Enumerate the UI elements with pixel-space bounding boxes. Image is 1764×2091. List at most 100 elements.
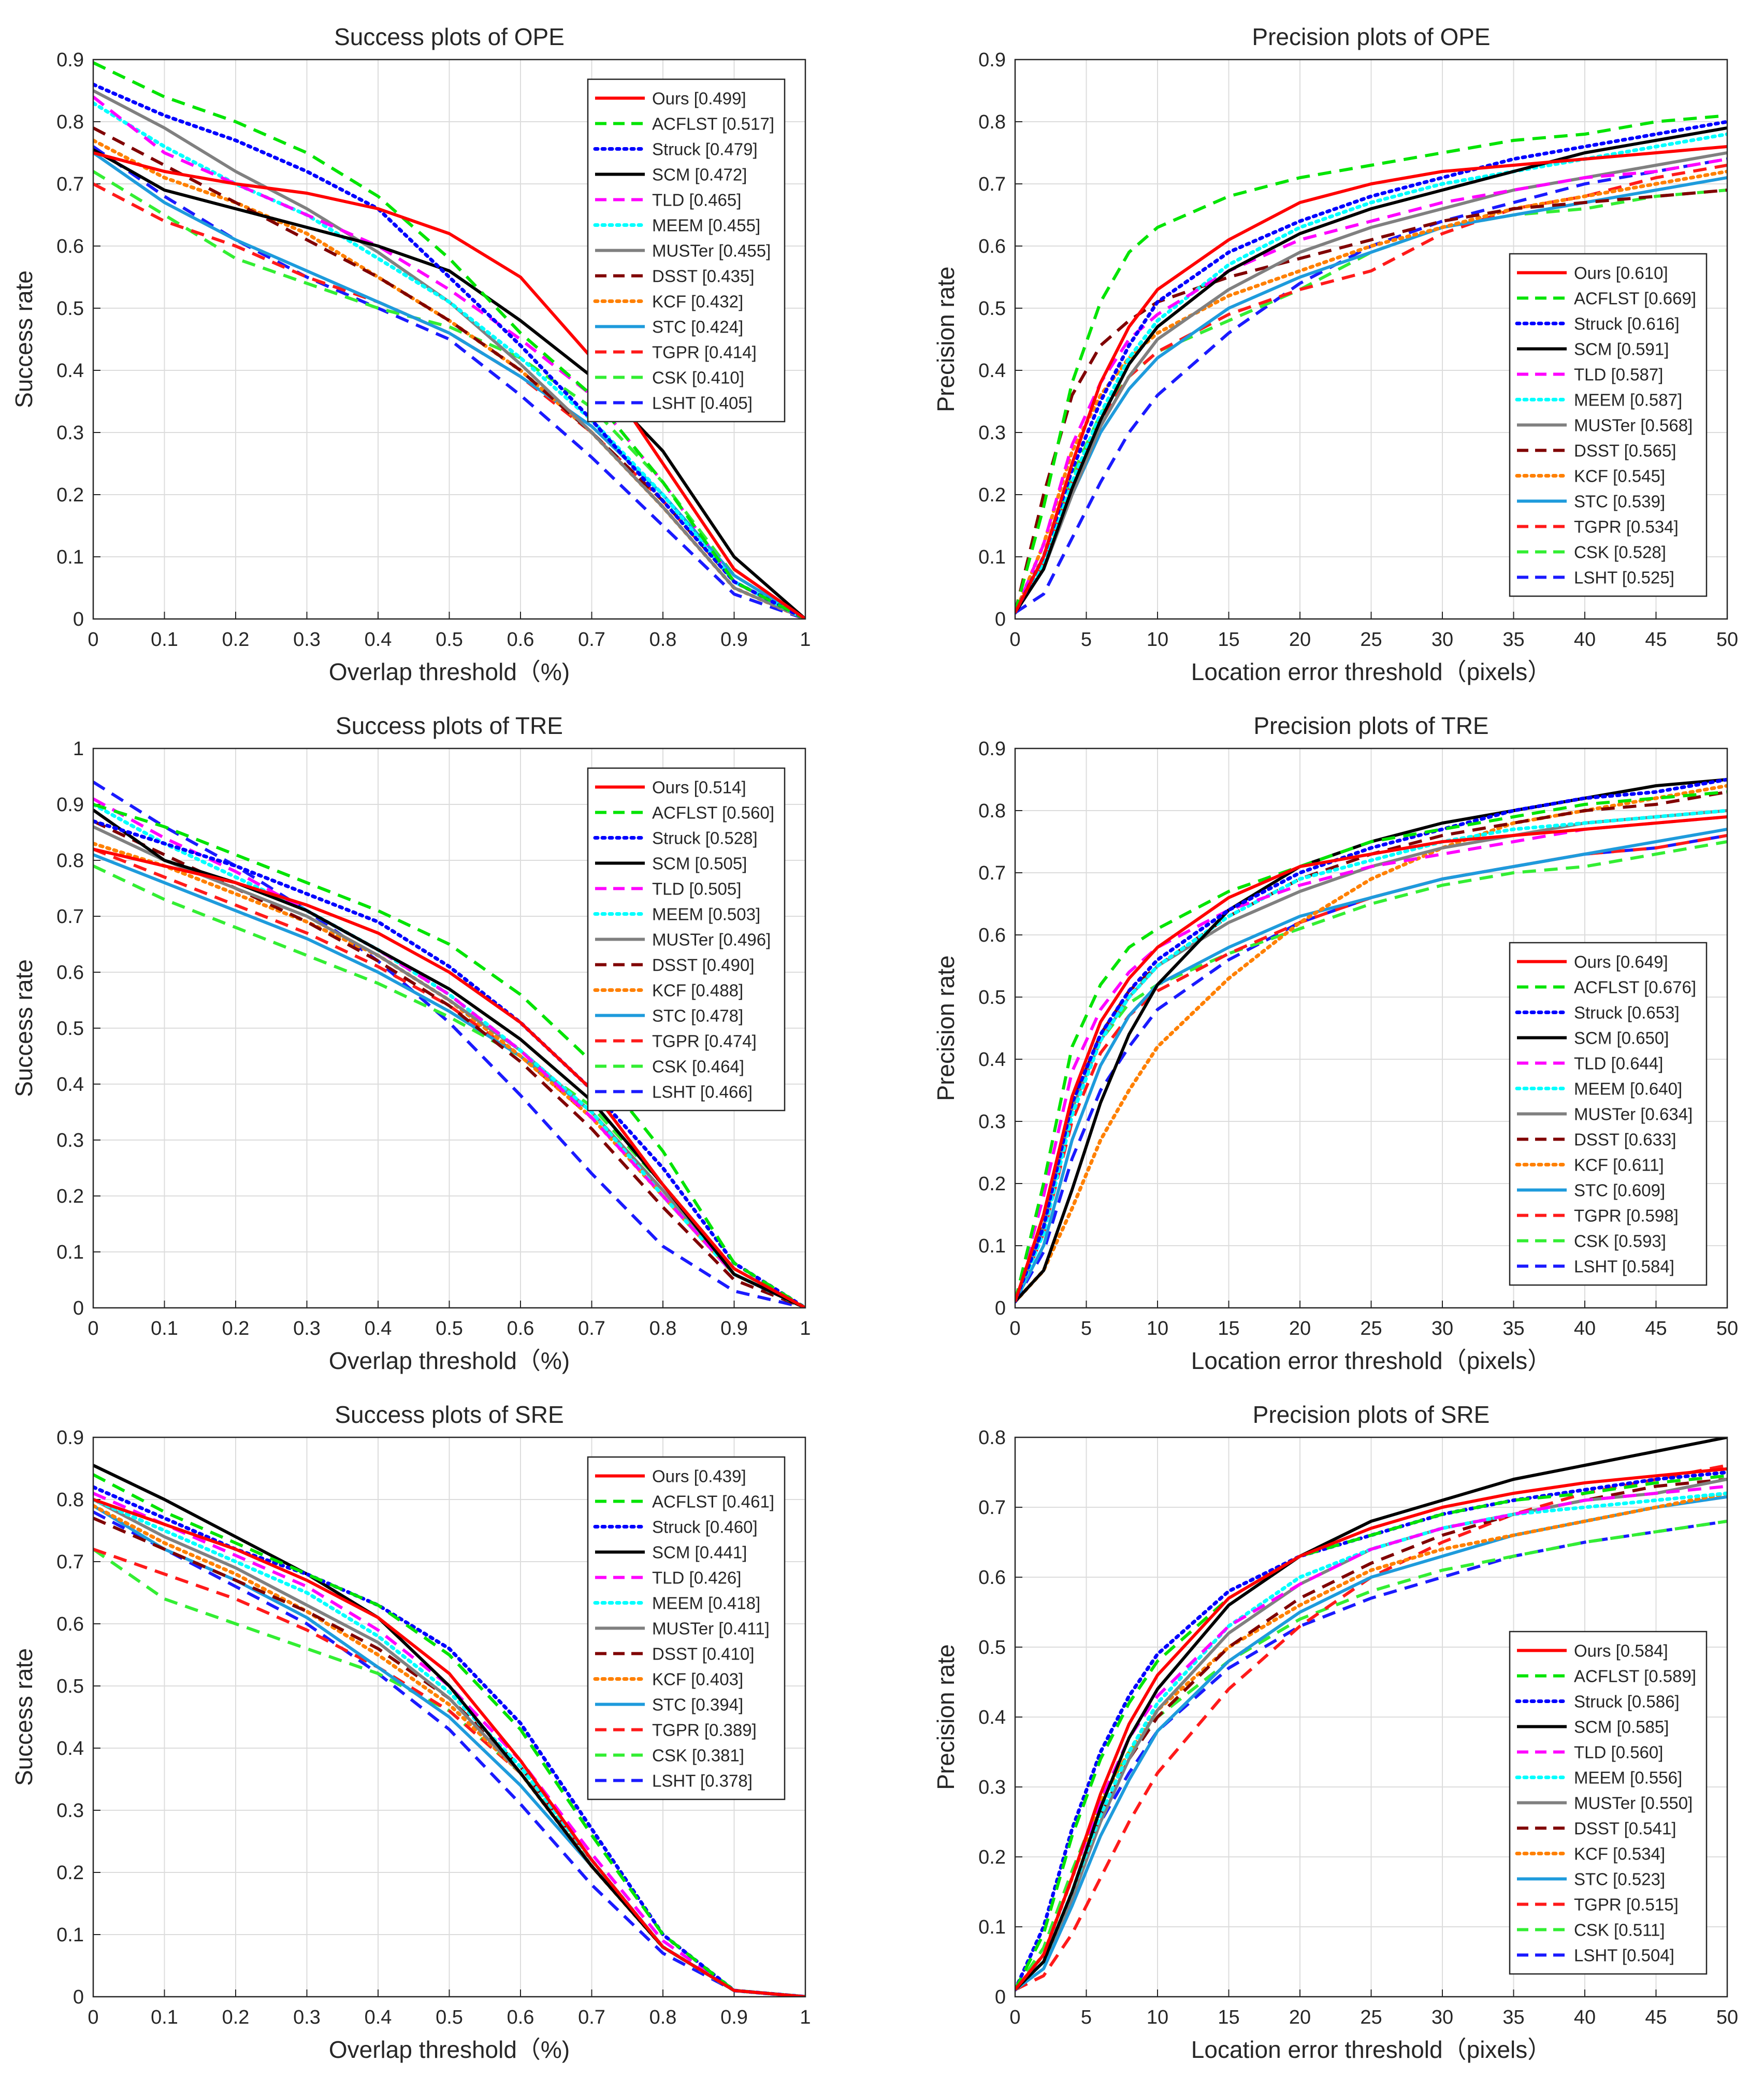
- panel-3-xtick-label: 0.8: [649, 1318, 677, 1339]
- panel-1-legend-label: KCF [0.432]: [652, 292, 743, 311]
- panel-3-legend-score: 0.488: [696, 981, 739, 1000]
- panel-1-legend-label: TGPR [0.414]: [652, 343, 757, 362]
- panel-4-legend-score-open: [: [1608, 1181, 1617, 1200]
- panel-5-legend-score-close: ]: [749, 1645, 754, 1664]
- panel-2-legend-score-close: ]: [1670, 568, 1674, 587]
- panel-4-legend-score: 0.584: [1627, 1257, 1670, 1276]
- panel-6-legend-score: 0.584: [1621, 1641, 1664, 1661]
- panel-1-series-line-meem: [93, 101, 805, 619]
- panel-3-legend-score-close: ]: [753, 829, 757, 848]
- panel-3-ytick-label: 0.9: [56, 794, 84, 816]
- panel-6-legend-score-open: [: [1617, 1946, 1627, 1965]
- panel-1-xtick-label: 1: [800, 629, 811, 651]
- panel-5-legend-score-open: [: [684, 1568, 693, 1588]
- panel-2-xtick-label: 10: [1147, 629, 1168, 651]
- panel-1-xtick-label: 0.5: [436, 629, 463, 651]
- panel-1-legend-score: 0.455: [724, 241, 767, 261]
- panel-2-legend-score: 0.568: [1645, 416, 1688, 435]
- panel-5-legend-score: 0.439: [699, 1467, 742, 1486]
- panel-6-legend-score: 0.550: [1645, 1794, 1688, 1813]
- panel-6-xtick-label: 5: [1081, 2007, 1092, 2028]
- panel-4-legend-score: 0.611: [1617, 1156, 1659, 1175]
- panel-5-legend-score: 0.418: [713, 1594, 756, 1613]
- panel-6-ylabel: Precision rate: [932, 1644, 959, 1790]
- panel-1-legend-score-close: ]: [741, 89, 746, 108]
- panel-2-legend-name: Struck: [1574, 314, 1623, 334]
- panel-2-legend-label: TGPR [0.534]: [1574, 517, 1679, 537]
- panel-2-axes-box: [1014, 59, 1728, 620]
- panel-3-legend-score-open: [: [687, 1057, 697, 1076]
- panel-3-series-line-ours: [93, 847, 805, 1308]
- panel-5-series-group: [93, 1464, 805, 1997]
- panel-2-series-line-acflst: [1015, 114, 1727, 613]
- panel-6-series-line-scm: [1015, 1437, 1727, 1991]
- panel-6-legend-label: TGPR [0.515]: [1574, 1895, 1679, 1914]
- panel-6-legend-score-open: [: [1608, 1844, 1617, 1864]
- panel-5-legend-score-close: ]: [741, 1467, 746, 1486]
- panel-6-ytick-label: 0.6: [978, 1567, 1006, 1589]
- panel-4-legend-score: 0.650: [1622, 1029, 1665, 1048]
- panel-4-legend-score-close: ]: [1671, 1130, 1676, 1149]
- panel-4-legend-name: LSHT: [1574, 1257, 1617, 1276]
- panel-2-legend-score: 0.587: [1635, 391, 1678, 410]
- panel-5-legend-score-open: [: [689, 1467, 699, 1486]
- panel-3-legend-score-open: [: [686, 981, 696, 1000]
- panel-5-legend-score: 0.394: [696, 1695, 739, 1714]
- panel-5-title: Success plots of SRE: [335, 1401, 563, 1428]
- panel-2-legend-name: STC: [1574, 492, 1608, 511]
- panel-5-legend-score-close: ]: [736, 1568, 741, 1588]
- panel-5-legend-score: 0.381: [697, 1746, 740, 1765]
- panel-3-legend-score: 0.528: [710, 829, 753, 848]
- panel-6-series-line-csk: [1015, 1520, 1727, 1991]
- panel-5-series-line-lsht: [93, 1510, 805, 1997]
- panel-5-xtick-label: 0.8: [649, 2007, 677, 2028]
- panel-3-legend-score-close: ]: [756, 905, 760, 924]
- panel-1-ytick-label: 0: [73, 609, 84, 630]
- panel-1-legend-name: STC: [652, 318, 686, 337]
- panel-4-title: Precision plots of TRE: [1253, 712, 1488, 739]
- panel-5-xtick-label: 0.9: [720, 2007, 748, 2028]
- panel-3-legend-score-open: [: [686, 1006, 696, 1026]
- panel-6-legend-label: LSHT [0.504]: [1574, 1946, 1674, 1965]
- panel-4-legend-score-close: ]: [1678, 1079, 1682, 1099]
- panel-2-legend-name: ACFLST: [1574, 289, 1639, 308]
- panel-2-legend-score: 0.610: [1621, 264, 1664, 283]
- panel-6-xtick-label: 50: [1716, 2007, 1738, 2028]
- panel-4-series-line-struck: [1015, 777, 1727, 1304]
- panel-1-legend-score-open: [: [686, 292, 696, 311]
- panel-4-legend-score-open: [: [1625, 1079, 1635, 1099]
- panel-4-legend-score-close: ]: [1688, 1105, 1693, 1124]
- panel-1-legend-score-open: [: [696, 394, 705, 413]
- panel-2-legend-score-close: ]: [1691, 289, 1696, 308]
- panel-1-legend-score-close: ]: [740, 368, 744, 387]
- panel-1-legend-label: LSHT [0.405]: [652, 394, 753, 413]
- panel-6-ytick-label: 0.2: [978, 1847, 1006, 1868]
- panel-5-legend-score: 0.461: [727, 1492, 770, 1511]
- panel-1-legend-score-open: [: [697, 267, 706, 286]
- panel-4-legend-score-close: ]: [1661, 1232, 1666, 1251]
- panel-6-series-line-muster: [1015, 1478, 1727, 1991]
- panel-3-legend-score-open: [: [696, 1083, 705, 1102]
- panel-3-legend-name: MEEM: [652, 905, 703, 924]
- panel-6-legend-score-open: [: [1622, 1895, 1631, 1914]
- panel-3-xtick-label: 0.7: [578, 1318, 605, 1339]
- panel-2-ytick-label: 0.4: [978, 360, 1006, 382]
- panel-3-legend-label: TLD [0.505]: [652, 879, 741, 899]
- panel-5-legend-score-open: [: [717, 1492, 727, 1511]
- panel-5-legend-name: MEEM: [652, 1594, 703, 1613]
- panel-1-legend-score: 0.414: [709, 343, 752, 362]
- panel-3-legend-score-close: ]: [752, 1032, 757, 1051]
- panel-4-legend-score-open: [: [1609, 1232, 1618, 1251]
- panel-4-legend-score-open: [: [1617, 1257, 1627, 1276]
- panel-6-xtick-label: 25: [1360, 2007, 1382, 2028]
- panel-1-legend-label: MUSTer [0.455]: [652, 241, 771, 261]
- panel-1-legend-score: 0.432: [696, 292, 739, 311]
- panel-5-ytick-label: 0.7: [56, 1551, 84, 1573]
- panel-1-legend-name: KCF: [652, 292, 686, 311]
- panel-2-legend-label: STC [0.539]: [1574, 492, 1665, 511]
- panel-2-xlabel: Location error threshold（pixels）: [1191, 658, 1551, 685]
- panel-3-legend-score-open: [: [714, 930, 723, 949]
- panel-3-legend-name: STC: [652, 1006, 686, 1026]
- panel-6-legend-score-close: ]: [1670, 1946, 1674, 1965]
- panel-2-xtick-label: 5: [1081, 629, 1092, 651]
